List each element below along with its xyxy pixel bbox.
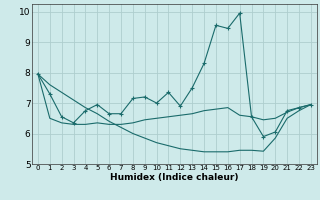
X-axis label: Humidex (Indice chaleur): Humidex (Indice chaleur) xyxy=(110,173,239,182)
